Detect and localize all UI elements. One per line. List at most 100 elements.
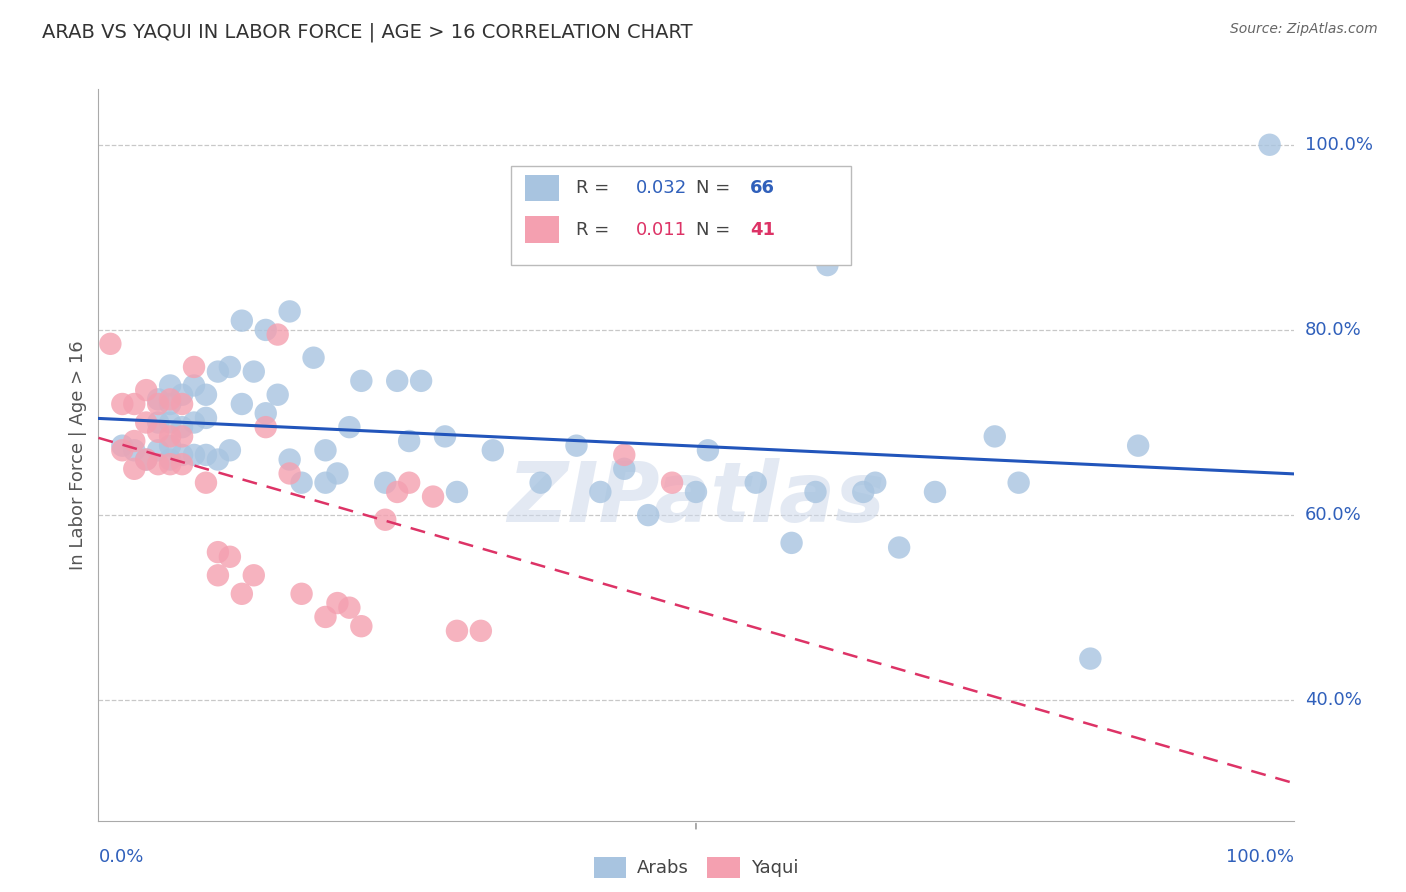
Point <box>863 475 886 490</box>
Point <box>207 545 229 559</box>
Point <box>804 485 827 500</box>
Point <box>148 443 170 458</box>
Text: 0.011: 0.011 <box>636 220 688 239</box>
Text: 80.0%: 80.0% <box>1305 321 1361 339</box>
Point <box>159 392 181 407</box>
Point <box>374 513 396 527</box>
Point <box>637 508 659 522</box>
Point <box>685 485 707 500</box>
Point <box>219 443 242 458</box>
Text: ARAB VS YAQUI IN LABOR FORCE | AGE > 16 CORRELATION CHART: ARAB VS YAQUI IN LABOR FORCE | AGE > 16 … <box>42 22 693 42</box>
Point <box>219 359 242 374</box>
Point <box>254 406 277 420</box>
Point <box>194 475 217 490</box>
Point <box>470 624 492 638</box>
Point <box>924 485 946 500</box>
Point <box>135 416 157 430</box>
Point <box>183 416 205 430</box>
Point <box>852 485 875 500</box>
Point <box>302 351 325 365</box>
Point <box>159 416 181 430</box>
Y-axis label: In Labor Force | Age > 16: In Labor Force | Age > 16 <box>69 340 87 570</box>
Text: 60.0%: 60.0% <box>1305 506 1361 524</box>
Point <box>315 475 337 490</box>
Point <box>481 443 505 458</box>
Point <box>124 443 146 458</box>
Point <box>231 587 253 601</box>
Text: 0.032: 0.032 <box>636 179 688 197</box>
Point <box>183 378 205 392</box>
Point <box>207 365 229 379</box>
Point <box>565 439 588 453</box>
Point <box>135 452 157 467</box>
Point <box>983 429 1005 443</box>
Text: R =: R = <box>576 220 616 239</box>
FancyBboxPatch shape <box>524 217 558 243</box>
Point <box>278 467 301 481</box>
Point <box>613 462 636 476</box>
Point <box>446 624 468 638</box>
Point <box>433 429 456 443</box>
Text: 0.0%: 0.0% <box>98 848 143 866</box>
Legend: Arabs, Yaqui: Arabs, Yaqui <box>586 849 806 885</box>
Text: N =: N = <box>696 179 735 197</box>
Point <box>172 420 194 434</box>
Point <box>183 359 205 374</box>
Point <box>1007 475 1029 490</box>
Point <box>278 304 301 318</box>
Point <box>183 448 205 462</box>
Point <box>422 490 444 504</box>
Text: ZIPatlas: ZIPatlas <box>508 458 884 540</box>
Point <box>350 374 373 388</box>
Text: 40.0%: 40.0% <box>1305 691 1361 709</box>
Point <box>374 475 396 490</box>
Point <box>159 429 181 443</box>
Point <box>219 549 242 564</box>
Point <box>254 323 277 337</box>
Point <box>290 475 312 490</box>
Point <box>111 443 134 458</box>
FancyBboxPatch shape <box>524 175 558 201</box>
Point <box>148 397 170 411</box>
Point <box>326 467 349 481</box>
Point <box>111 397 134 411</box>
Point <box>207 452 229 467</box>
Point <box>135 452 157 467</box>
Point <box>398 475 420 490</box>
Point <box>398 434 420 448</box>
Point <box>98 336 122 351</box>
Point <box>194 448 217 462</box>
Point <box>1128 439 1150 453</box>
Point <box>135 383 157 397</box>
Point <box>159 378 181 392</box>
Point <box>385 374 409 388</box>
Point <box>446 485 468 500</box>
Text: R =: R = <box>576 179 616 197</box>
Point <box>172 388 194 402</box>
Point <box>411 374 433 388</box>
Point <box>315 610 337 624</box>
Point <box>529 475 551 490</box>
Point <box>159 452 181 467</box>
Point <box>148 425 170 439</box>
Point <box>254 420 277 434</box>
Point <box>780 536 803 550</box>
Point <box>589 485 612 500</box>
Point <box>661 475 683 490</box>
Point <box>194 388 217 402</box>
Point <box>159 457 181 471</box>
Point <box>315 443 337 458</box>
Point <box>148 457 170 471</box>
Text: N =: N = <box>696 220 735 239</box>
Point <box>613 448 636 462</box>
Point <box>267 327 290 342</box>
FancyBboxPatch shape <box>510 166 851 265</box>
Point <box>337 420 360 434</box>
Point <box>124 397 146 411</box>
Point <box>124 434 146 448</box>
Point <box>243 365 266 379</box>
Point <box>243 568 266 582</box>
Point <box>172 397 194 411</box>
Point <box>207 568 229 582</box>
Point <box>278 452 301 467</box>
